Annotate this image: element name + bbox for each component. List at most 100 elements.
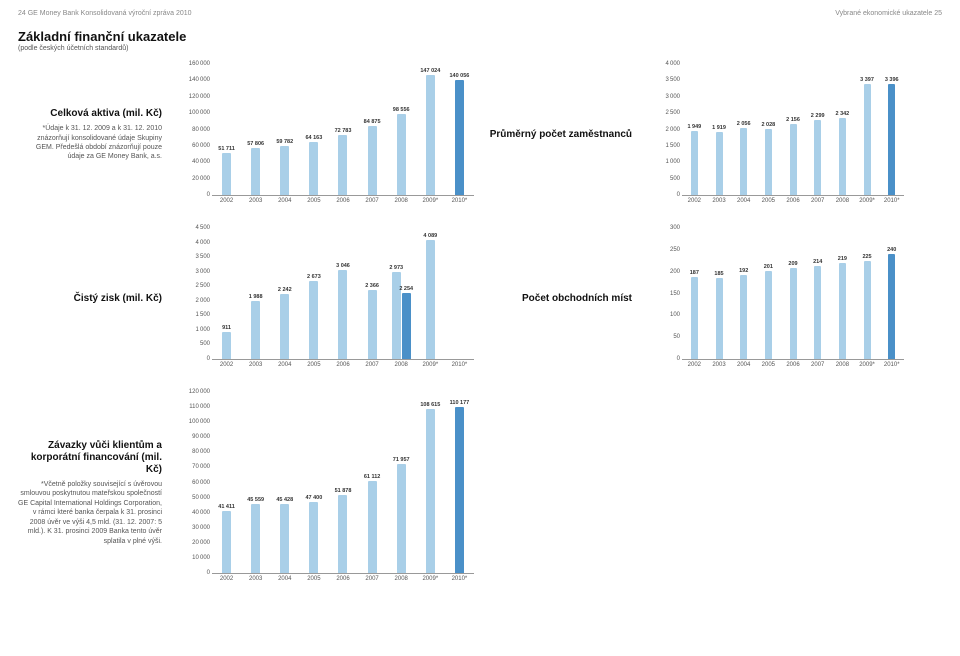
y-tick: 100 <box>648 312 680 318</box>
bar-group: 41 411 <box>212 392 241 573</box>
bar-light: 98 556 <box>397 114 406 195</box>
page-subtitle: (podle českých účetních standardů) <box>18 45 942 52</box>
y-tick: 3 000 <box>178 269 210 275</box>
bar-group: 64 163 <box>299 64 328 195</box>
bar-group: 225 <box>855 228 880 359</box>
charts-grid: Celková aktiva (mil. Kč) *Údaje k 31. 12… <box>18 60 942 598</box>
bar-light: 51 878 <box>338 495 347 573</box>
x-tick: 2005 <box>299 362 328 374</box>
bar-value: 3 046 <box>336 263 350 269</box>
bar-value: 41 411 <box>218 504 235 510</box>
bar-light: 3 046 <box>338 270 347 359</box>
bar-value: 59 782 <box>276 139 293 145</box>
bar-value: 3 397 <box>860 77 874 83</box>
bar-group: 45 559 <box>241 392 270 573</box>
x-tick: 2007 <box>358 198 387 210</box>
y-tick: 1 000 <box>648 159 680 165</box>
bar-group: 51 711 <box>212 64 241 195</box>
bar-value: 214 <box>813 259 822 265</box>
x-tick: 2008 <box>387 198 416 210</box>
bar-value: 51 878 <box>335 488 352 494</box>
x-tick: 2004 <box>270 576 299 588</box>
x-tick: 2007 <box>805 362 830 374</box>
bar-value: 2 366 <box>365 283 379 289</box>
y-tick: 40 000 <box>178 159 210 165</box>
bar-group: 4 089 <box>416 228 445 359</box>
y-tick: 60 000 <box>178 480 210 486</box>
x-tick: 2004 <box>731 198 756 210</box>
bar-value: 71 957 <box>393 457 410 463</box>
bar-group: 108 615 <box>416 392 445 573</box>
x-tick: 2004 <box>270 198 299 210</box>
bar-group: 2 673 <box>299 228 328 359</box>
bar-light: 45 428 <box>280 504 289 573</box>
y-tick: 20 000 <box>178 540 210 546</box>
x-tick: 2003 <box>241 576 270 588</box>
y-tick: 2 500 <box>648 110 680 116</box>
bar-value: 2 973 <box>389 265 403 271</box>
bar-value: 1 988 <box>249 294 263 300</box>
label-liabilities-title: Závazky vůči klientům a korporátní finan… <box>18 440 162 476</box>
x-tick: 2003 <box>707 362 732 374</box>
y-tick: 2 000 <box>648 127 680 133</box>
bar-value: 185 <box>714 271 723 277</box>
bar-light: 147 024 <box>426 75 435 195</box>
bar-value: 911 <box>222 325 231 331</box>
bar-group: 47 400 <box>299 392 328 573</box>
bar-light: 71 957 <box>397 464 406 573</box>
x-tick: 2004 <box>270 362 299 374</box>
bar-value: 64 163 <box>305 135 322 141</box>
y-tick: 80 000 <box>178 449 210 455</box>
bar-value: 2 342 <box>835 111 849 117</box>
label-employees: Průměrný počet zaměstnanců <box>488 60 638 210</box>
bar-group: 57 806 <box>241 64 270 195</box>
x-tick: 2010* <box>879 362 904 374</box>
bar-group: 2 299 <box>805 64 830 195</box>
x-tick: 2002 <box>212 198 241 210</box>
bar-light: 51 711 <box>222 153 231 195</box>
x-tick: 2005 <box>299 198 328 210</box>
bar-light: 61 112 <box>368 481 377 573</box>
bar-value: 219 <box>838 256 847 262</box>
bar-value: 3 396 <box>885 77 899 83</box>
y-tick: 140 000 <box>178 77 210 83</box>
bar-group: 201 <box>756 228 781 359</box>
bar-group: 61 112 <box>358 392 387 573</box>
bar-light: 41 411 <box>222 511 231 573</box>
bar-dark: 140 056 <box>455 80 464 195</box>
chart-celkova-aktiva: 020 00040 00060 00080 000100 000120 0001… <box>178 60 478 210</box>
y-tick: 250 <box>648 247 680 253</box>
bar-light: 2 342 <box>839 118 846 195</box>
bar-group: 110 177 <box>445 392 474 573</box>
y-tick: 3 500 <box>178 254 210 260</box>
title-block: Základní finanční ukazatele (podle český… <box>18 29 942 52</box>
bar-light: 201 <box>765 271 772 359</box>
y-tick: 2 500 <box>178 283 210 289</box>
bar-group: 3 046 <box>328 228 357 359</box>
y-tick: 30 000 <box>178 525 210 531</box>
chart-zavazky: 010 00020 00030 00040 00050 00060 00070 … <box>178 388 478 588</box>
y-tick: 20 000 <box>178 176 210 182</box>
bar-value: 2 673 <box>307 274 321 280</box>
bar-value: 84 875 <box>364 119 381 125</box>
y-tick: 50 000 <box>178 495 210 501</box>
x-tick: 2009* <box>416 198 445 210</box>
y-tick: 500 <box>178 341 210 347</box>
bar-group: 51 878 <box>328 392 357 573</box>
bar-value: 192 <box>739 268 748 274</box>
bar-group: 45 428 <box>270 392 299 573</box>
x-tick: 2005 <box>756 362 781 374</box>
bar-dark: 240 <box>888 254 895 359</box>
bar-value: 4 089 <box>423 233 437 239</box>
x-tick: 2002 <box>212 362 241 374</box>
bar-group: 192 <box>731 228 756 359</box>
y-tick: 1 500 <box>648 143 680 149</box>
y-tick: 90 000 <box>178 434 210 440</box>
bar-light: 2 156 <box>790 124 797 195</box>
y-tick: 4 000 <box>178 240 210 246</box>
bar-light: 911 <box>222 332 231 359</box>
x-tick: 2008 <box>387 576 416 588</box>
x-tick: 2005 <box>756 198 781 210</box>
bar-value: 2 242 <box>278 287 292 293</box>
bar-group: 1 949 <box>682 64 707 195</box>
